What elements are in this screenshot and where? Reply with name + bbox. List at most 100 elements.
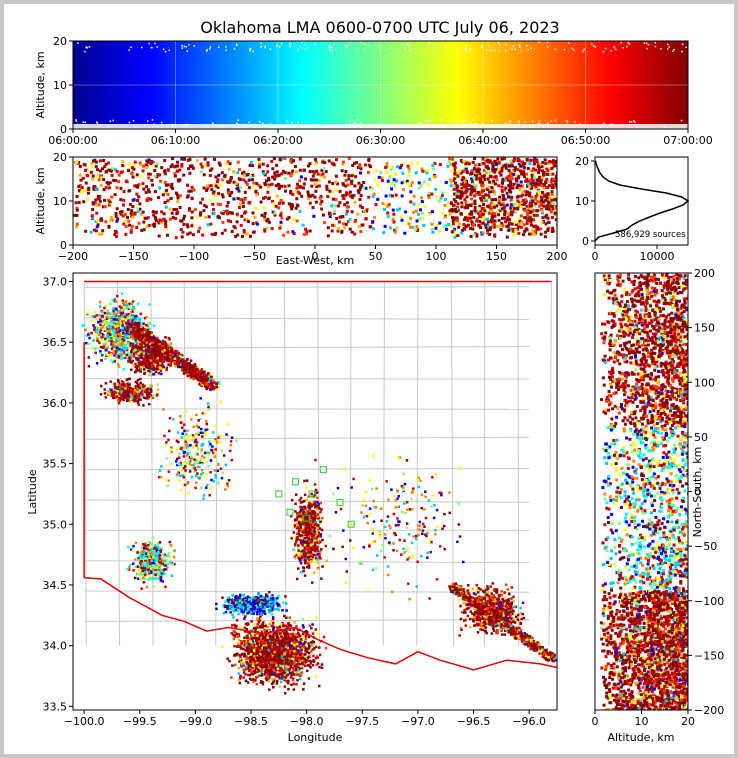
map-source-point (116, 334, 120, 337)
ew-source-point (542, 186, 546, 190)
map-source-point (140, 356, 143, 360)
ew-source-point (545, 193, 549, 197)
time-gap-mark (419, 122, 421, 124)
map-source-point (173, 562, 176, 566)
ew-source-point (481, 231, 485, 235)
ew-source-point (497, 218, 501, 222)
ew-source-point (554, 218, 557, 222)
ew-source-point (130, 166, 134, 170)
ew-source-point (467, 188, 471, 192)
ew-source-point (470, 169, 474, 173)
ew-source-point (228, 179, 232, 183)
ew-source-point (107, 225, 111, 229)
county-line (548, 281, 552, 646)
ew-source-point (150, 160, 154, 164)
map-source-point (143, 350, 147, 354)
map-source-point (300, 540, 303, 543)
ew-source-point (298, 209, 302, 213)
map-source-point (302, 566, 306, 570)
ew-sparse-point (426, 183, 430, 187)
ew-source-point (470, 171, 474, 175)
map-source-point (158, 469, 162, 472)
time-panel: 06:00:00 06:10:00 06:20:00 06:30:00 06:40:00… (34, 35, 713, 147)
ew-source-point (298, 192, 302, 196)
time-ytick-label: 0 (60, 123, 67, 136)
time-gap-mark (432, 48, 435, 50)
ew-sparse-point (414, 209, 418, 213)
map-source-point (313, 500, 317, 504)
ew-source-point (89, 170, 93, 174)
ew-source-point (536, 200, 540, 204)
time-gap-mark (470, 49, 472, 51)
map-source-point (104, 337, 107, 341)
map-source-point (109, 324, 113, 328)
ew-source-point (326, 234, 330, 238)
time-gap-mark (685, 46, 687, 49)
map-source-point (149, 567, 153, 570)
map-source-point (119, 322, 122, 325)
ew-source-point (521, 163, 525, 167)
ew-source-point (455, 216, 459, 220)
ew-source-point (517, 159, 521, 163)
ew-sparse-point (382, 231, 386, 235)
ew-source-point (519, 225, 523, 229)
ew-source-point (107, 203, 111, 207)
ew-source-point (348, 190, 352, 194)
time-gap-mark (363, 43, 366, 45)
map-source-point (300, 556, 303, 560)
ew-source-point (532, 172, 536, 176)
ew-source-point (95, 203, 99, 207)
map-source-point (308, 501, 312, 505)
map-source-point (301, 542, 305, 546)
ew-source-point (321, 160, 325, 164)
map-source-point (192, 435, 195, 438)
map-source-point (163, 553, 167, 556)
time-gap-mark (330, 46, 332, 49)
map-source-point (195, 413, 198, 417)
ew-source-point (338, 215, 342, 219)
ew-source-point (345, 205, 349, 209)
ew-source-point (495, 204, 499, 208)
ew-source-point (343, 203, 347, 207)
ew-source-point (103, 205, 107, 209)
ew-source-point (529, 220, 533, 224)
time-gap-mark (429, 125, 431, 128)
ew-source-point (75, 206, 79, 210)
map-source-point (117, 399, 120, 402)
map-source-point (124, 300, 128, 303)
ew-source-point (77, 189, 81, 193)
map-source-point (99, 323, 102, 326)
map-source-point (121, 337, 124, 341)
time-gap-mark (280, 42, 283, 45)
ew-source-point (146, 188, 150, 192)
map-source-point (122, 315, 126, 319)
ew-source-point (493, 190, 497, 194)
map-source-point (107, 331, 110, 335)
ew-source-point (190, 216, 194, 220)
ew-xtick-label: 200 (547, 250, 568, 263)
ew-source-point (475, 233, 479, 237)
ew-source-point (227, 211, 231, 215)
ew-source-point (211, 202, 215, 206)
ew-source-point (448, 209, 452, 213)
map-source-point (110, 340, 113, 343)
map-source-point (132, 544, 135, 548)
ew-source-point (263, 212, 267, 216)
map-source-point (204, 449, 207, 453)
map-source-point (123, 306, 126, 309)
time-gap-mark (376, 125, 379, 128)
map-source-point (105, 348, 108, 352)
ew-source-point (455, 194, 459, 198)
time-gap-mark (236, 44, 238, 47)
ew-source-point (325, 184, 329, 188)
map-source-point (157, 555, 160, 559)
map-source-point (152, 394, 155, 397)
map-source-point (181, 464, 185, 467)
ew-source-point (298, 179, 302, 183)
map-source-point (303, 493, 307, 497)
ew-source-point (254, 206, 258, 210)
map-source-point (185, 461, 188, 465)
map-source-point (104, 382, 108, 385)
ew-source-point (491, 179, 495, 183)
map-source-point (104, 314, 108, 318)
